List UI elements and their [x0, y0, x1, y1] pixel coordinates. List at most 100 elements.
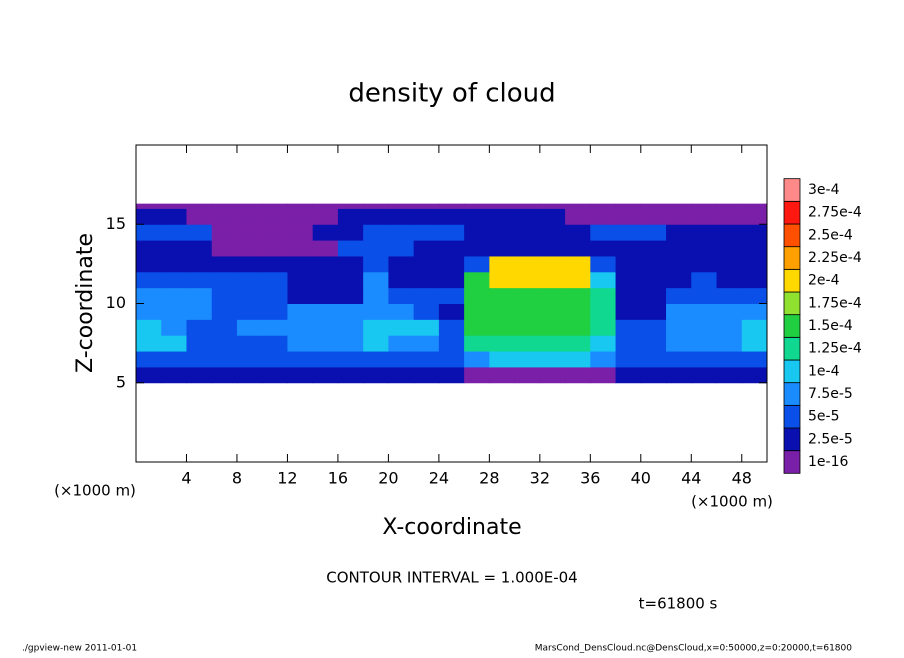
cell: [666, 203, 692, 209]
cell: [388, 271, 415, 289]
cell: [287, 319, 314, 336]
cell: [363, 287, 389, 304]
cell: [287, 366, 314, 384]
y-tick-label: 15: [106, 214, 126, 233]
cell: [640, 287, 667, 304]
cell: [741, 203, 768, 209]
cell: [489, 271, 516, 289]
cell: [262, 351, 288, 368]
cell: [363, 224, 389, 241]
cell: [413, 271, 440, 289]
cell: [666, 351, 692, 368]
colorbar-label: 7.5e-5: [808, 386, 853, 402]
cell: [287, 351, 314, 368]
cell: [161, 203, 187, 209]
cell: [565, 303, 591, 320]
cell: [363, 319, 389, 336]
cell: [539, 287, 566, 304]
cell: [287, 203, 314, 209]
cell: [438, 366, 465, 384]
cell: [489, 303, 516, 320]
colorbar-label: 2e-4: [808, 273, 840, 289]
colorbar-box: [783, 178, 801, 202]
y-unit: (×1000 m): [54, 482, 136, 500]
cell: [438, 240, 465, 257]
cell: [565, 240, 591, 257]
cell: [514, 271, 541, 289]
cell: [287, 271, 314, 289]
cell: [464, 351, 490, 368]
cell: [337, 255, 364, 273]
colorbar-label: 2.25e-4: [808, 250, 862, 266]
cell: [262, 366, 288, 384]
cell: [590, 287, 617, 304]
cell: [741, 240, 768, 257]
cell: [161, 271, 187, 289]
colorbar-box: [783, 268, 801, 293]
cell: [363, 240, 389, 257]
cell: [337, 203, 364, 209]
cell: [236, 240, 263, 257]
cell: [186, 335, 213, 352]
cell: [186, 271, 213, 289]
x-tick-label: 32: [530, 469, 550, 488]
cell: [413, 203, 440, 209]
cell: [464, 224, 490, 241]
cell: [312, 271, 339, 289]
cell: [464, 208, 490, 225]
cell: [136, 366, 162, 384]
cell: [590, 351, 617, 368]
cell: [741, 351, 768, 368]
cell: [136, 287, 162, 304]
cell: [388, 208, 415, 225]
cell: [262, 303, 288, 320]
cell: [438, 224, 465, 241]
colorbar-label: 1.5e-4: [808, 318, 853, 334]
cell: [489, 255, 516, 273]
cell: [186, 255, 213, 273]
cell: [514, 255, 541, 273]
cell: [312, 303, 339, 320]
x-tick-label: 36: [580, 469, 600, 488]
cell: [413, 208, 440, 225]
cell: [489, 335, 516, 352]
colorbar-box: [783, 246, 801, 270]
cell: [211, 255, 238, 273]
footer-left: ./gpview-new 2011-01-01: [22, 644, 137, 654]
cell: [388, 203, 415, 209]
x-tick-label: 48: [732, 469, 752, 488]
cell: [337, 224, 364, 241]
cell: [363, 303, 389, 320]
cell: [691, 351, 718, 368]
cell: [337, 240, 364, 257]
cell: [438, 319, 465, 336]
cell: [464, 271, 490, 289]
colorbar-label: 3e-4: [808, 182, 840, 198]
cell: [438, 203, 465, 209]
x-tick-label: 20: [378, 469, 398, 488]
cell: [691, 287, 718, 304]
cell: [565, 287, 591, 304]
cell: [337, 319, 364, 336]
cell: [539, 303, 566, 320]
cell: [211, 287, 238, 304]
cell: [438, 208, 465, 225]
cell: [337, 303, 364, 320]
cell: [186, 203, 213, 209]
cell: [590, 319, 617, 336]
cell: [565, 224, 591, 241]
colorbar-label: 5e-5: [808, 409, 839, 425]
cell: [438, 271, 465, 289]
cell: [413, 240, 440, 257]
cell: [363, 366, 389, 384]
cell: [489, 287, 516, 304]
colorbar-box: [783, 223, 801, 248]
cell: [262, 208, 288, 225]
cell: [640, 319, 667, 336]
cell: [716, 208, 743, 225]
cell: [590, 335, 617, 352]
cell: [539, 240, 566, 257]
cell: [337, 366, 364, 384]
cell: [615, 208, 642, 225]
cell: [640, 203, 667, 209]
